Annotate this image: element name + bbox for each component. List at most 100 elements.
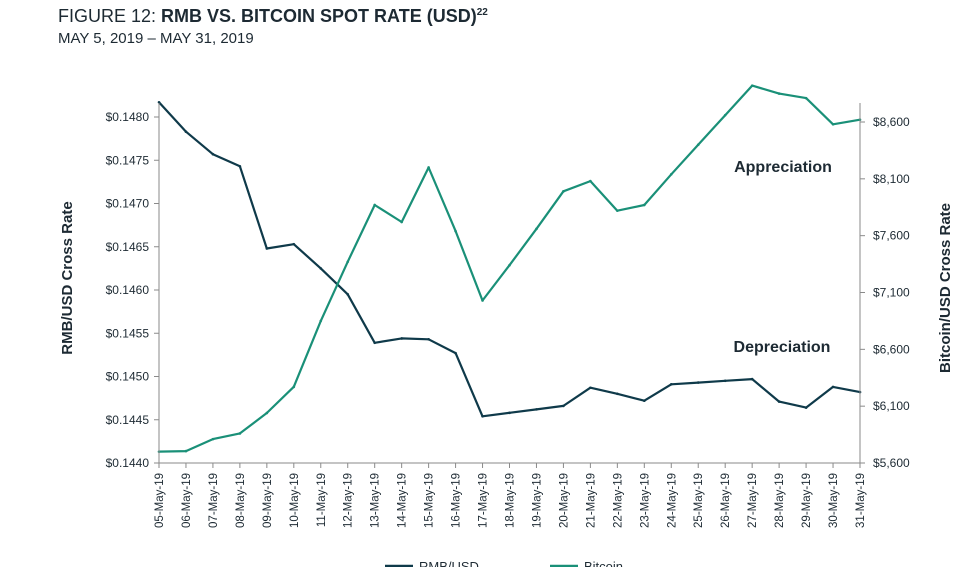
data-point-rmb-usd — [777, 400, 781, 403]
data-point-rmb-usd — [265, 247, 269, 250]
x-tick-label: 22-May-19 — [612, 473, 624, 528]
data-point-bitcoin — [535, 227, 538, 231]
chart-title-footnote: 22 — [476, 7, 488, 18]
x-tick-label: 24-May-19 — [666, 473, 678, 528]
left-tick-label: $0.1460 — [106, 283, 150, 297]
data-point-bitcoin — [777, 92, 781, 95]
left-tick-label: $0.1465 — [106, 240, 150, 254]
data-point-bitcoin — [238, 432, 242, 435]
legend-label: RMB/USD — [419, 559, 479, 567]
data-point-rmb-usd — [696, 381, 700, 384]
data-point-bitcoin — [427, 166, 430, 169]
x-tick-label: 12-May-19 — [343, 473, 355, 528]
x-tick-label: 25-May-19 — [693, 473, 705, 528]
data-point-rmb-usd — [346, 293, 350, 296]
data-point-bitcoin — [481, 299, 484, 302]
x-tick-label: 29-May-19 — [801, 473, 813, 528]
x-tick-label: 10-May-19 — [289, 473, 301, 528]
chart-title-main: RMB VS. BITCOIN SPOT RATE (USD) — [161, 6, 477, 26]
data-point-rmb-usd — [804, 406, 808, 409]
data-point-rmb-usd — [831, 385, 835, 389]
data-point-rmb-usd — [373, 341, 376, 345]
x-tick-label: 20-May-19 — [558, 473, 570, 528]
x-tick-label: 18-May-19 — [505, 473, 517, 528]
x-tick-label: 23-May-19 — [639, 473, 651, 528]
annotation-appreciation: Appreciation — [734, 159, 832, 176]
data-point-bitcoin — [346, 260, 350, 264]
data-point-bitcoin — [319, 319, 323, 323]
left-tick-label: $0.1475 — [106, 153, 150, 167]
data-point-rmb-usd — [292, 242, 296, 246]
data-point-bitcoin — [696, 143, 700, 147]
x-tick-label: 19-May-19 — [531, 473, 543, 528]
data-point-rmb-usd — [508, 411, 511, 415]
chart-title-lead: FIGURE 12: — [58, 6, 162, 26]
data-point-bitcoin — [643, 203, 646, 207]
x-tick-label: 15-May-19 — [424, 473, 436, 528]
right-tick-label: $6,100 — [873, 399, 910, 413]
left-axis-ticks: $0.1440 $0.1445 $0.1450 $0.1455 $0.1460 $0.14… — [106, 110, 159, 470]
right-axis-title: Bitcoin/USD Cross Rate — [937, 203, 954, 373]
x-tick-label: 14-May-19 — [397, 473, 409, 528]
right-tick-label: $5,600 — [873, 456, 910, 470]
data-point-rmb-usd — [157, 100, 161, 104]
data-point-bitcoin — [400, 220, 403, 224]
data-point-bitcoin — [184, 449, 188, 453]
data-point-rmb-usd — [481, 414, 484, 418]
data-point-rmb-usd — [723, 379, 727, 383]
data-point-bitcoin — [373, 203, 376, 207]
left-tick-label: $0.1470 — [106, 197, 150, 211]
data-point-rmb-usd — [319, 267, 323, 270]
data-point-bitcoin — [616, 209, 619, 212]
data-point-rmb-usd — [750, 377, 754, 381]
right-tick-label: $8,100 — [873, 172, 910, 186]
x-tick-label: 08-May-19 — [235, 473, 247, 528]
data-point-rmb-usd — [238, 165, 242, 168]
left-tick-label: $0.1450 — [106, 370, 150, 384]
data-point-rmb-usd — [616, 392, 619, 396]
data-point-rmb-usd — [184, 130, 188, 134]
left-axis-title: RMB/USD Cross Rate — [59, 201, 76, 354]
annotation-depreciation: Depreciation — [734, 339, 831, 356]
right-tick-label: $8,600 — [873, 115, 910, 129]
annotations: Appreciation Depreciation — [734, 159, 832, 356]
data-point-rmb-usd — [400, 337, 403, 340]
data-point-rmb-usd — [535, 408, 538, 411]
x-tick-label: 26-May-19 — [720, 473, 732, 528]
x-tick-label: 06-May-19 — [181, 473, 193, 528]
x-tick-label: 09-May-19 — [262, 473, 274, 528]
x-tick-label: 13-May-19 — [370, 473, 382, 528]
series-line-bitcoin — [158, 84, 861, 453]
data-point-bitcoin — [831, 122, 835, 126]
x-tick-label: 17-May-19 — [478, 473, 490, 528]
x-tick-label: 07-May-19 — [208, 473, 220, 528]
x-tick-label: 27-May-19 — [747, 473, 759, 528]
chart-title: FIGURE 12: RMB VS. BITCOIN SPOT RATE (US… — [58, 6, 488, 27]
legend-label: Bitcoin — [584, 559, 623, 567]
left-tick-label: $0.1480 — [106, 110, 150, 124]
x-tick-label: 16-May-19 — [451, 473, 463, 528]
data-point-rmb-usd — [643, 399, 646, 403]
data-point-bitcoin — [750, 84, 754, 87]
series-line-rmb-usd — [158, 101, 861, 418]
x-tick-label: 28-May-19 — [774, 473, 786, 528]
right-axis-ticks: $5,600 $6,100 $6,600 $7,100 $7,600 $8,100 $8,6… — [860, 115, 910, 470]
right-tick-label: $7,600 — [873, 229, 910, 243]
right-tick-label: $7,100 — [873, 286, 910, 300]
x-tick-label: 31-May-19 — [855, 473, 867, 528]
left-tick-label: $0.1440 — [106, 456, 150, 470]
data-point-rmb-usd — [427, 338, 430, 341]
data-point-bitcoin — [265, 411, 269, 415]
data-point-bitcoin — [589, 179, 592, 183]
data-point-bitcoin — [804, 96, 808, 100]
x-tick-label: 11-May-19 — [316, 473, 328, 527]
data-point-bitcoin — [723, 113, 727, 117]
data-point-rmb-usd — [454, 351, 457, 355]
x-tick-label: 05-May-19 — [154, 473, 166, 528]
data-point-bitcoin — [454, 229, 457, 233]
right-tick-label: $6,600 — [873, 342, 910, 356]
data-point-rmb-usd — [562, 404, 565, 408]
data-point-bitcoin — [211, 437, 215, 441]
left-tick-label: $0.1445 — [106, 413, 150, 427]
